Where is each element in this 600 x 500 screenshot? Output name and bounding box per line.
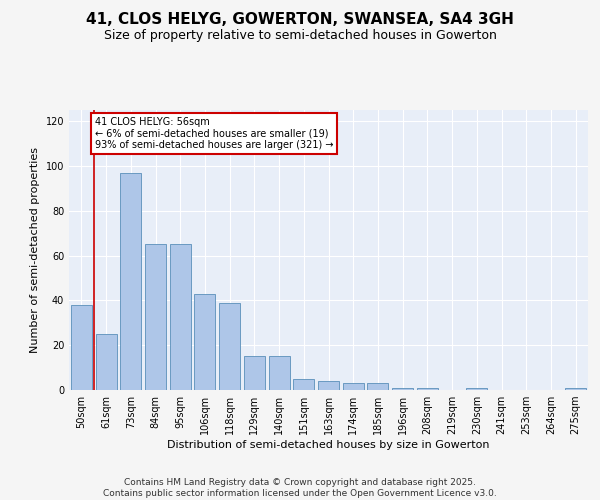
- Bar: [219, 302, 240, 390]
- Text: 41, CLOS HELYG, GOWERTON, SWANSEA, SA4 3GH: 41, CLOS HELYG, GOWERTON, SWANSEA, SA4 3…: [86, 12, 514, 28]
- Bar: [145, 244, 166, 390]
- Text: 41 CLOS HELYG: 56sqm
← 6% of semi-detached houses are smaller (19)
93% of semi-d: 41 CLOS HELYG: 56sqm ← 6% of semi-detach…: [95, 116, 334, 150]
- Bar: [367, 384, 388, 390]
- Text: Size of property relative to semi-detached houses in Gowerton: Size of property relative to semi-detach…: [104, 29, 496, 42]
- Bar: [343, 384, 364, 390]
- Bar: [392, 388, 413, 390]
- Bar: [318, 381, 339, 390]
- Text: Contains HM Land Registry data © Crown copyright and database right 2025.
Contai: Contains HM Land Registry data © Crown c…: [103, 478, 497, 498]
- Bar: [565, 388, 586, 390]
- Bar: [293, 379, 314, 390]
- Bar: [466, 388, 487, 390]
- Bar: [71, 305, 92, 390]
- Bar: [170, 244, 191, 390]
- Bar: [269, 356, 290, 390]
- Bar: [417, 388, 438, 390]
- Bar: [120, 172, 141, 390]
- Bar: [95, 334, 116, 390]
- Y-axis label: Number of semi-detached properties: Number of semi-detached properties: [30, 147, 40, 353]
- Bar: [244, 356, 265, 390]
- Bar: [194, 294, 215, 390]
- X-axis label: Distribution of semi-detached houses by size in Gowerton: Distribution of semi-detached houses by …: [167, 440, 490, 450]
